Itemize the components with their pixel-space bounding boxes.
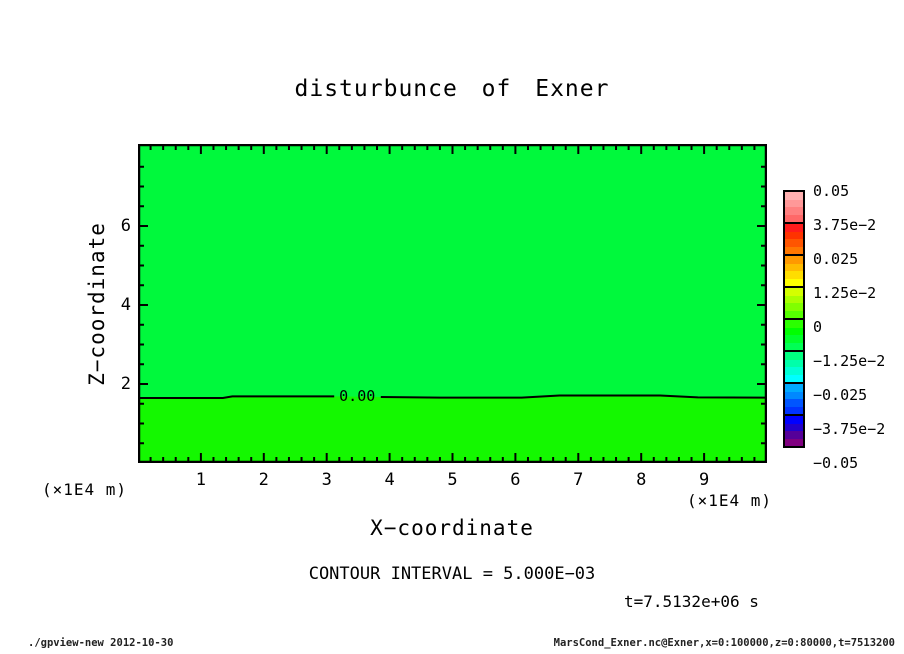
colorbar-segment (783, 254, 805, 288)
colorbar-tick-label: −1.25e−2 (813, 352, 886, 370)
contour-interval-note: CONTOUR INTERVAL = 5.000E−03 (308, 564, 596, 584)
x-axis-unit-label-right: (×1E4 m) (687, 491, 773, 510)
colorbar-segment (783, 414, 805, 448)
z-tick-label: 4 (120, 295, 131, 315)
colorbar-tick-label: 0.05 (813, 182, 850, 200)
colorbar-cell (785, 295, 803, 303)
colorbar-cell (785, 384, 803, 392)
colorbar-cell (785, 327, 803, 335)
z-tick-label: 6 (120, 216, 131, 236)
colorbar-cell (785, 239, 803, 247)
zero-contour-line (380, 394, 767, 399)
colorbar-tick-label: −0.025 (813, 386, 868, 404)
colorbar-segment (783, 222, 805, 256)
colorbar-cell (785, 320, 803, 328)
x-tick-label: 2 (258, 470, 269, 490)
colorbar-cell (785, 310, 803, 318)
colorbar (783, 190, 805, 448)
zero-contour-line (138, 395, 335, 399)
colorbar-cell (785, 438, 803, 446)
colorbar-tick-label: 3.75e−2 (813, 216, 877, 234)
x-tick-label: 1 (195, 470, 207, 490)
colorbar-cell (785, 271, 803, 279)
x-tick-label: 6 (510, 470, 521, 490)
colorbar-cell (785, 367, 803, 375)
colorbar-cell (785, 278, 803, 286)
x-tick-label: 3 (321, 470, 332, 490)
colorbar-cell (785, 224, 803, 232)
footer-data-source: MarsCond_Exner.nc@Exner,x=0:100000,z=0:8… (553, 637, 895, 649)
colorbar-cell (785, 207, 803, 215)
colorbar-tick-label: 0.025 (813, 250, 859, 268)
colorbar-tick-label: 0 (813, 318, 823, 336)
contour-plot-canvas (138, 144, 767, 463)
colorbar-cell (785, 406, 803, 414)
x-tick-label: 9 (698, 470, 710, 490)
colorbar-cell (785, 288, 803, 296)
colorbar-segment (783, 190, 805, 224)
z-tick-label: 2 (120, 374, 131, 394)
colorbar-cell (785, 263, 803, 271)
colorbar-segment (783, 286, 805, 320)
colorbar-cell (785, 303, 803, 311)
colorbar-cell (785, 431, 803, 439)
contour-level-label: 0.00 (339, 387, 376, 406)
colorbar-cell (785, 416, 803, 424)
colorbar-segment (783, 350, 805, 384)
time-stamp-label: t=7.5132e+06 s (624, 592, 759, 611)
plot-area: 0.00 (138, 144, 767, 463)
colorbar-cell (785, 214, 803, 222)
colorbar-cell (785, 423, 803, 431)
colorbar-cell (785, 342, 803, 350)
colorbar-cell (785, 391, 803, 399)
colorbar-cell (785, 199, 803, 207)
colorbar-cell (785, 246, 803, 254)
x-tick-label: 5 (447, 470, 458, 490)
x-axis-title: X−coordinate (370, 516, 534, 540)
colorbar-cell (785, 359, 803, 367)
x-tick-label: 4 (384, 470, 395, 490)
colorbar-cell (785, 335, 803, 343)
colorbar-tick-label: −3.75e−2 (813, 420, 886, 438)
colorbar-cell (785, 256, 803, 264)
colorbar-cell (785, 192, 803, 200)
x-tick-label: 7 (573, 470, 584, 490)
chart-title: disturbunce of Exner (294, 76, 610, 102)
colorbar-cell (785, 352, 803, 360)
below-contour-fill (138, 395, 767, 463)
colorbar-cell (785, 399, 803, 407)
colorbar-cell (785, 231, 803, 239)
colorbar-segment (783, 318, 805, 352)
colorbar-tick-label: 1.25e−2 (813, 284, 877, 302)
x-axis-unit-label-left: (×1E4 m) (42, 480, 128, 499)
colorbar-cell (785, 374, 803, 382)
footer-program-version: ./gpview-new 2012-10-30 (28, 637, 174, 649)
colorbar-segment (783, 382, 805, 416)
x-tick-label: 8 (636, 470, 647, 490)
colorbar-tick-label: −0.05 (813, 454, 859, 472)
